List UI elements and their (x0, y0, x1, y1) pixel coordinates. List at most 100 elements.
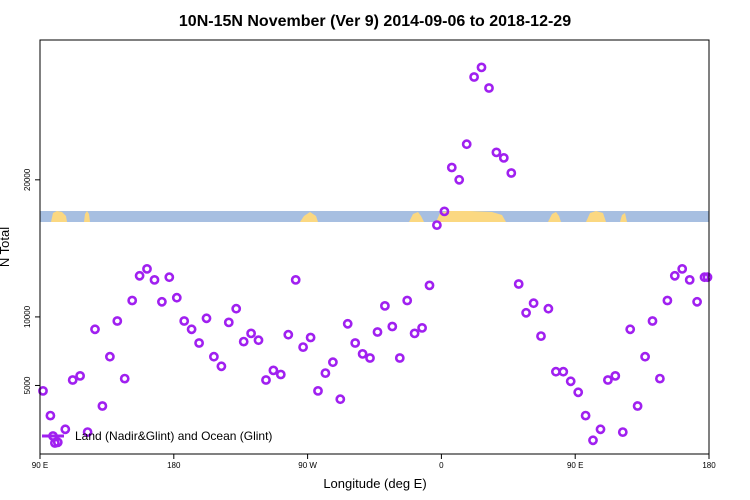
data-point (156, 296, 167, 307)
x-axis: 90 E 180 90 W 0 90 E 180 (32, 454, 716, 470)
data-point (97, 401, 108, 411)
data-point (558, 366, 569, 377)
x-tick-label: 90 W (298, 461, 317, 470)
data-point (275, 369, 286, 380)
data-point (476, 62, 487, 73)
data-point (142, 263, 152, 274)
data-point (261, 375, 271, 385)
data-point (171, 292, 182, 303)
data-point (350, 338, 361, 348)
data-point (424, 280, 435, 291)
data-point (283, 329, 294, 340)
data-point (580, 410, 591, 421)
x-tick-label: 90 E (567, 461, 583, 470)
data-point (409, 328, 420, 339)
data-point (298, 342, 308, 352)
data-point (253, 335, 264, 346)
data-point (216, 361, 227, 372)
land-ocean-band (40, 211, 709, 222)
data-point (365, 353, 375, 363)
data-point (320, 368, 331, 378)
data-point (119, 373, 130, 384)
data-point (223, 317, 234, 328)
data-point (617, 427, 628, 437)
data-point (90, 324, 100, 335)
data-point (268, 365, 279, 376)
data-point (290, 274, 301, 285)
data-point (394, 353, 405, 363)
data-point (402, 295, 413, 306)
ocean-band (40, 211, 709, 222)
data-point (357, 348, 368, 359)
land-strip-4 (409, 212, 424, 222)
data-point (105, 351, 115, 362)
data-point (417, 322, 427, 333)
data-point (543, 303, 554, 314)
data-points (38, 62, 713, 448)
data-point (528, 298, 539, 309)
data-point (186, 324, 197, 335)
land-strip-1 (51, 211, 67, 222)
x-tick-label: 180 (702, 461, 716, 470)
data-point (454, 174, 465, 185)
data-point (513, 279, 524, 289)
data-point (194, 338, 204, 348)
y-axis-label: N Total (0, 227, 12, 267)
data-point (669, 270, 680, 281)
data-point (588, 435, 598, 446)
data-point (431, 220, 442, 230)
data-point (536, 331, 546, 341)
data-point (38, 385, 48, 396)
data-point (379, 300, 390, 311)
data-point (164, 272, 175, 283)
legend-label: Land (Nadir&Glint) and Ocean (Glint) (75, 429, 272, 443)
data-point (335, 394, 346, 405)
data-point (327, 357, 338, 368)
data-point (446, 162, 457, 173)
y-tick-label: 5000 (23, 376, 32, 394)
data-point (655, 373, 665, 384)
data-point (662, 295, 673, 306)
x-tick-label: 0 (439, 461, 444, 470)
data-point (692, 296, 702, 307)
data-point (484, 83, 494, 93)
chart-title: 10N-15N November (Ver 9) 2014-09-06 to 2… (179, 13, 571, 30)
data-point (342, 318, 353, 329)
data-point (498, 152, 509, 163)
data-point (127, 295, 138, 306)
data-point (684, 274, 695, 285)
data-point (506, 168, 517, 178)
land-strip-5 (436, 211, 506, 222)
land-strip-6 (548, 212, 561, 222)
data-point (469, 72, 479, 82)
data-point (625, 324, 636, 335)
data-point (461, 139, 472, 150)
data-point (439, 206, 450, 217)
plot-frame (39, 39, 710, 455)
data-point (52, 437, 63, 448)
data-point (208, 351, 219, 362)
data-point (640, 351, 650, 362)
land-strip-7 (586, 211, 606, 222)
data-point (610, 370, 621, 381)
legend-marker (48, 431, 58, 441)
data-point (82, 427, 93, 437)
data-point (521, 307, 531, 318)
y-tick-label: 20000 (23, 168, 32, 191)
data-point (565, 376, 576, 387)
data-point (238, 336, 249, 347)
data-point (702, 272, 713, 283)
data-point (305, 332, 316, 343)
x-tick-label: 180 (167, 461, 181, 470)
data-point (179, 316, 190, 326)
data-point (647, 316, 658, 326)
data-point (313, 385, 323, 396)
data-point (595, 424, 606, 435)
data-point (67, 375, 78, 385)
data-point (372, 327, 383, 337)
data-point (677, 263, 688, 274)
data-point (491, 147, 502, 158)
data-point (45, 410, 56, 421)
data-point (60, 424, 71, 435)
